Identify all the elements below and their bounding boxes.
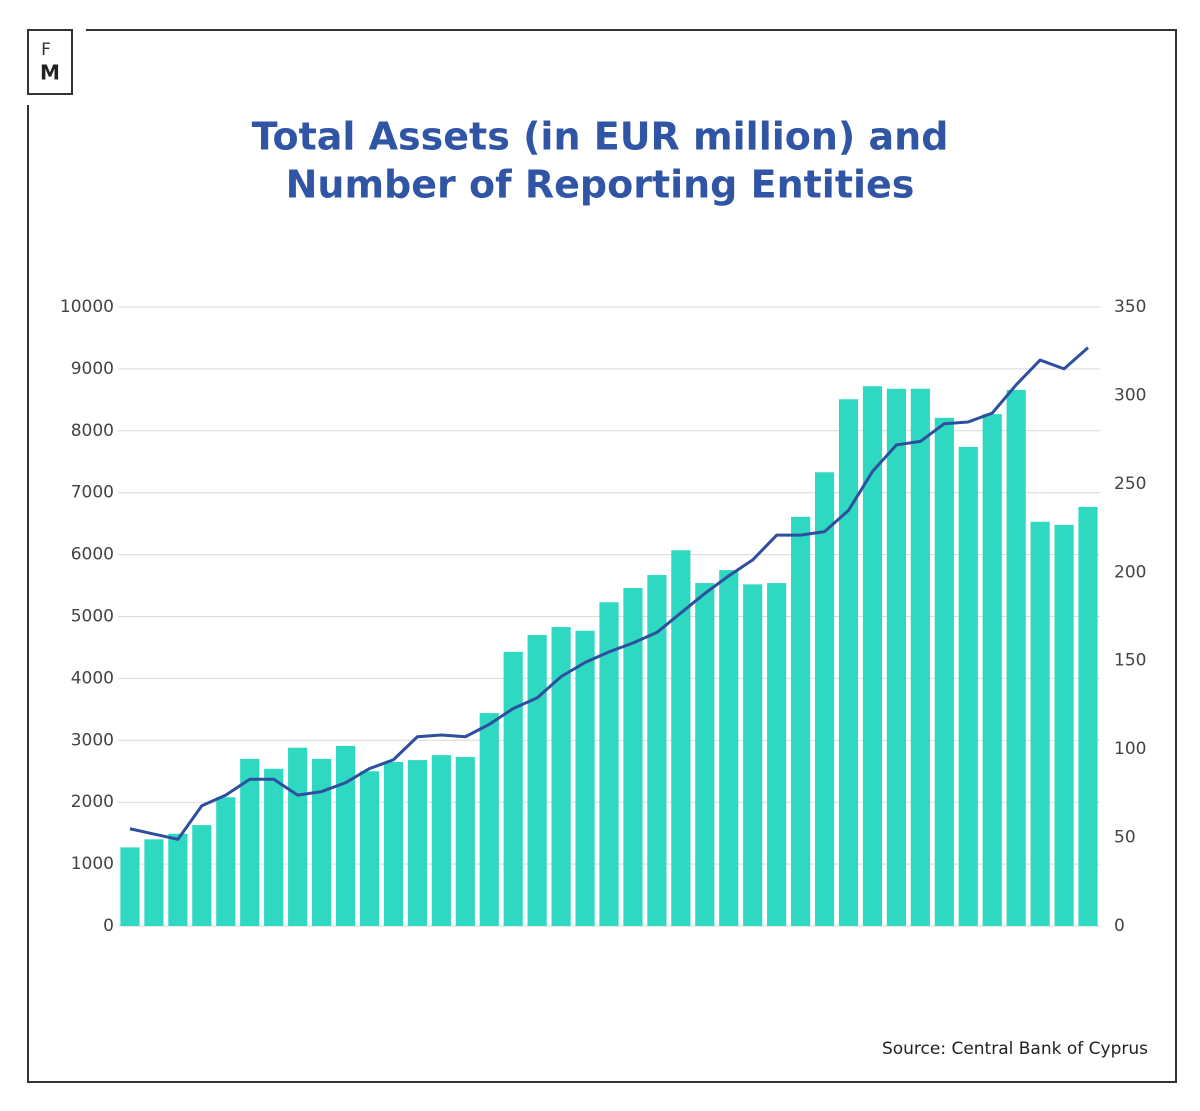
- chart-title: Total Assets (in EUR million) and: [252, 115, 949, 159]
- bar: [934, 417, 954, 926]
- y-tick-label: 3000: [71, 730, 114, 750]
- bar: [743, 584, 763, 926]
- y2-tick-label: 100: [1114, 739, 1146, 759]
- y-tick-label: 0: [103, 916, 114, 936]
- y-tick-label: 6000: [71, 545, 114, 565]
- frame: [27, 29, 1177, 1083]
- y2-tick-label: 0: [1114, 916, 1125, 936]
- bar: [1078, 506, 1098, 926]
- bar: [288, 747, 308, 926]
- y-tick-label: 9000: [71, 359, 114, 379]
- bar: [383, 761, 404, 926]
- y2-tick-label: 350: [1114, 297, 1146, 317]
- bar: [958, 446, 978, 926]
- bar: [623, 588, 643, 926]
- bar: [838, 399, 859, 927]
- bar: [910, 388, 930, 926]
- y2-tick-label: 250: [1114, 474, 1146, 494]
- bar: [216, 797, 236, 926]
- bar: [695, 583, 715, 926]
- y2-tick-label: 300: [1114, 385, 1146, 405]
- bar: [431, 755, 451, 926]
- bar: [120, 847, 140, 926]
- chart-title: Number of Reporting Entities: [286, 163, 915, 207]
- y-tick-label: 5000: [71, 607, 114, 627]
- bar: [479, 713, 499, 926]
- bar: [503, 651, 523, 926]
- bar: [886, 388, 906, 926]
- bar: [575, 630, 595, 926]
- bar: [168, 833, 188, 926]
- bar: [1006, 389, 1026, 926]
- y-tick-label: 4000: [71, 668, 114, 688]
- logo-box: [27, 29, 73, 95]
- bar: [791, 516, 811, 926]
- bar: [982, 414, 1002, 926]
- bar: [312, 758, 332, 926]
- y-tick-label: 1000: [71, 854, 114, 874]
- y-tick-label: 7000: [71, 483, 114, 503]
- bar: [599, 602, 619, 926]
- bar: [527, 635, 547, 926]
- logo-top: F: [41, 40, 51, 60]
- bar: [767, 583, 787, 926]
- y-tick-label: 8000: [71, 421, 114, 441]
- bar: [551, 627, 571, 926]
- bar: [1030, 521, 1050, 926]
- bar: [719, 570, 739, 926]
- bar: [240, 758, 260, 926]
- source-note: Source: Central Bank of Cyprus: [882, 1039, 1148, 1059]
- line: [129, 346, 1090, 841]
- bar: [144, 839, 164, 926]
- bar: [455, 757, 475, 926]
- logo-bottom: M: [40, 61, 60, 85]
- y-tick-label: 10000: [60, 297, 114, 317]
- y-tick-label: 2000: [71, 792, 114, 812]
- bar: [407, 760, 427, 926]
- bar: [264, 768, 284, 926]
- bar: [1054, 524, 1074, 926]
- bar: [671, 550, 691, 926]
- bar: [335, 745, 356, 926]
- y2-tick-label: 150: [1114, 651, 1146, 671]
- bar: [647, 575, 667, 926]
- bar: [814, 472, 835, 926]
- bar: [192, 825, 212, 926]
- bar: [359, 771, 380, 926]
- y2-tick-label: 200: [1114, 562, 1146, 582]
- bar: [862, 386, 883, 926]
- y2-tick-label: 50: [1114, 828, 1136, 848]
